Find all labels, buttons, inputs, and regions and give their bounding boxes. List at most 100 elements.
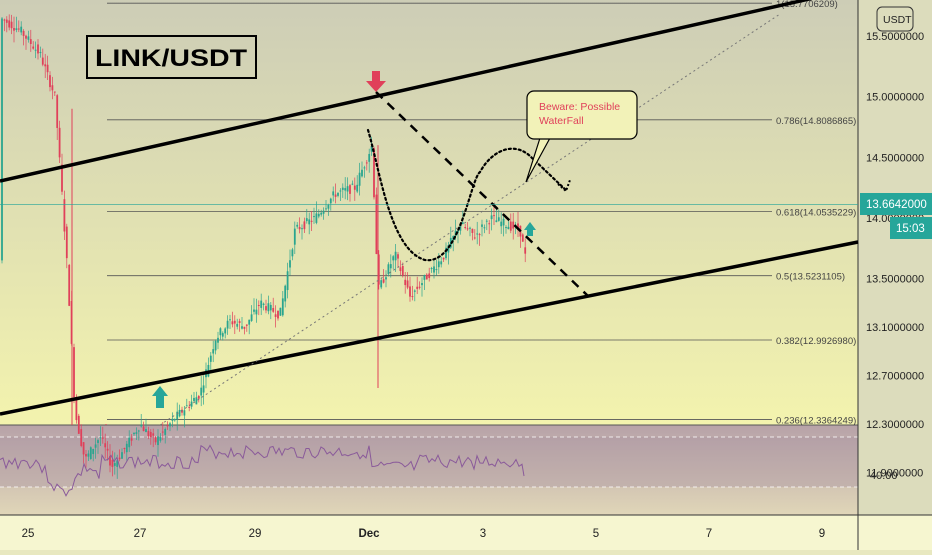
candle-body: [425, 274, 428, 280]
candle-body: [373, 148, 375, 198]
time-tick-label: 9: [819, 528, 825, 540]
candle-body: [181, 409, 183, 413]
rsi-pane-background: [0, 425, 858, 515]
candle-body: [147, 430, 150, 437]
candle-body: [488, 223, 491, 225]
small-teal-up-arrow: [524, 222, 536, 236]
candle-body: [99, 437, 102, 439]
candle-body: [481, 224, 483, 227]
candle-body: [121, 452, 123, 459]
candle-body: [365, 162, 368, 164]
candle-body: [145, 429, 147, 432]
candle-body: [221, 333, 224, 337]
candle-body: [334, 194, 337, 197]
candle-body: [447, 245, 450, 253]
time-tick-label: 5: [593, 528, 599, 540]
candle-body: [512, 221, 515, 229]
candle-body: [409, 286, 411, 297]
candle-body: [430, 268, 433, 270]
candle-body: [327, 204, 330, 209]
candle-body: [255, 309, 258, 315]
candle-body: [303, 221, 306, 230]
candle-body: [469, 227, 471, 229]
candle-body: [401, 266, 404, 276]
candle-body: [493, 215, 495, 217]
candle-body: [286, 271, 289, 291]
time-tick-label: 25: [22, 528, 35, 540]
price-tick-label: 15.5000000: [866, 31, 924, 43]
candle-body: [116, 460, 119, 467]
candle-body: [353, 185, 356, 190]
candle-body: [375, 194, 378, 255]
candle-body: [423, 275, 426, 280]
candle-body: [58, 127, 61, 158]
candle-body: [346, 186, 349, 192]
candle-body: [34, 49, 37, 51]
candle-body: [262, 303, 265, 305]
candle-body: [49, 75, 51, 88]
candle-body: [267, 303, 270, 312]
candle-body: [53, 91, 56, 93]
fib-level-label: 0.236(12.3364249): [776, 416, 856, 427]
candle-body: [502, 218, 505, 226]
candle-body: [92, 449, 95, 455]
candle-body: [123, 447, 126, 449]
candle-body: [490, 215, 493, 220]
price-pane-background: [0, 0, 858, 425]
candle-body: [10, 21, 13, 29]
candle-body: [190, 401, 193, 407]
candle-body: [32, 46, 35, 49]
candle-body: [5, 19, 8, 23]
candle-body: [308, 219, 311, 225]
candle-body: [56, 95, 59, 128]
candle-body: [22, 30, 25, 36]
time-axis-background: [0, 515, 932, 550]
channel-upper-line: [0, 0, 813, 183]
candle-body: [291, 249, 294, 257]
dashed-projection-line: [375, 91, 589, 297]
rsi-line: [0, 444, 525, 497]
candle-body: [104, 443, 107, 448]
time-axis[interactable]: 25 27 29 Dec 3 5 7 9: [22, 528, 826, 540]
candle-body: [109, 455, 111, 466]
candle-body: [20, 26, 23, 33]
candle-body: [483, 227, 486, 229]
candle-body: [317, 213, 320, 217]
candle-body: [17, 28, 20, 30]
symbol-title: LINK/USDT: [95, 45, 247, 72]
price-axis-background: [858, 0, 932, 515]
candle-body: [176, 411, 179, 420]
candle-body: [370, 145, 373, 152]
candle-body: [361, 169, 363, 177]
candle-body: [183, 410, 186, 416]
time-tick-label: Dec: [358, 528, 380, 540]
candle-body: [157, 436, 159, 446]
candle-body: [159, 437, 162, 441]
current-price-value: 13.6642000: [866, 199, 927, 211]
candle-body: [171, 418, 174, 421]
symbol-box: [86, 35, 257, 79]
candle-body: [164, 428, 167, 435]
dotted-trendline: [159, 13, 781, 426]
currency-badge[interactable]: [876, 6, 914, 32]
drawings: Beware: Possible WaterFall: [0, 0, 859, 426]
price-tick-label: 13.1000000: [866, 322, 924, 334]
candle-body: [399, 267, 402, 272]
candle-body: [135, 432, 138, 434]
candle-body: [51, 85, 54, 91]
candle-body: [241, 326, 243, 329]
candle-body: [466, 228, 469, 230]
candle-body: [497, 217, 500, 221]
candle-body: [471, 228, 474, 233]
candle-body: [250, 314, 253, 321]
candle-body: [238, 321, 241, 323]
candle-body: [289, 260, 291, 268]
candle-body: [478, 234, 481, 236]
candle-body: [65, 226, 68, 259]
candle-body: [435, 269, 438, 271]
candle-body: [82, 442, 85, 455]
time-tick-label: 7: [706, 528, 712, 540]
candle-body: [380, 280, 383, 288]
